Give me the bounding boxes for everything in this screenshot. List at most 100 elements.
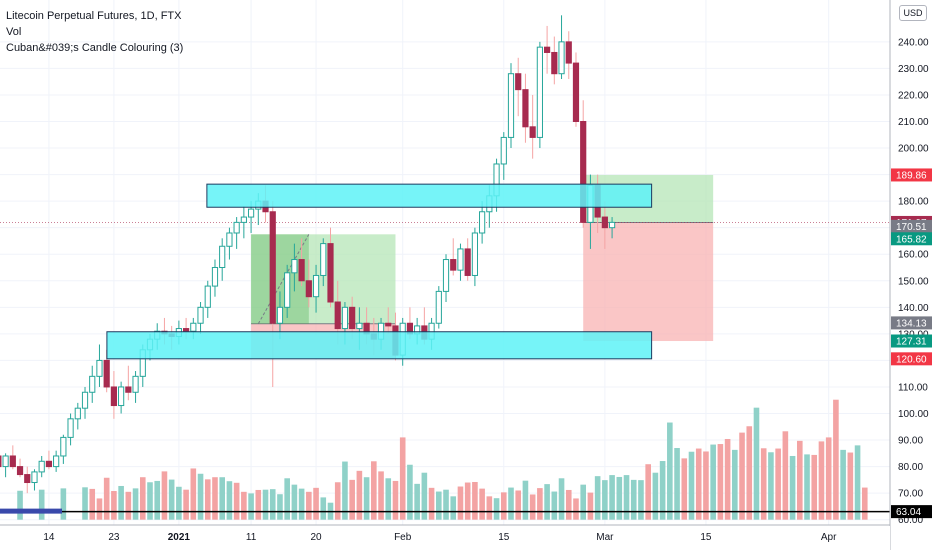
price-tick: 90.00 <box>898 436 923 447</box>
candle-body <box>204 285 211 308</box>
candle-body <box>190 322 197 332</box>
volume-bar <box>436 491 442 520</box>
volume-bar <box>147 482 153 520</box>
price-label: 170.51 <box>896 222 927 233</box>
price-tick: 180.00 <box>898 197 929 208</box>
candle-body <box>226 232 233 247</box>
volume-bar <box>82 487 88 520</box>
volume-bar <box>659 461 666 520</box>
candle-body <box>327 243 334 303</box>
volume-bar <box>38 489 45 520</box>
candle-body <box>276 306 284 324</box>
volume-bar <box>500 492 507 520</box>
volume-bar <box>703 451 709 520</box>
sr-box <box>106 331 653 360</box>
volume-bar <box>652 472 659 520</box>
candle-body <box>247 208 255 218</box>
price-tick: 80.00 <box>898 462 923 473</box>
candle-body <box>558 41 565 75</box>
volume-bar <box>630 479 637 520</box>
price-label-bg <box>891 334 932 348</box>
volume-bar <box>529 494 536 520</box>
volume-bar <box>580 484 586 520</box>
volume-bar <box>428 487 435 520</box>
volume-bar <box>89 488 96 520</box>
legend-indicator[interactable]: Cuban&#039;s Candle Colouring (3) <box>6 42 184 54</box>
volume-bar <box>284 478 290 520</box>
price-tick: 140.00 <box>898 303 929 314</box>
stop-zone <box>583 222 714 342</box>
candle-body <box>211 267 219 287</box>
volume-bar <box>847 452 854 520</box>
volume-bar <box>154 480 161 520</box>
time-tick: 14 <box>43 532 55 543</box>
volume-bar <box>667 422 673 520</box>
volume-bar <box>111 491 117 520</box>
price-tick: 160.00 <box>898 250 929 261</box>
candle-body <box>450 259 457 271</box>
volume-bar <box>313 487 319 520</box>
candle-body <box>435 290 442 324</box>
volume-bar <box>183 489 189 520</box>
candle-body <box>515 73 522 91</box>
volume-bar <box>342 461 348 520</box>
candle-body <box>479 211 486 234</box>
candles <box>0 15 616 494</box>
volume-bar <box>739 432 745 520</box>
candle-body <box>125 386 132 393</box>
candle-body <box>0 455 2 468</box>
legend-title[interactable]: Litecoin Perpetual Futures, 1D, FTX <box>6 10 182 22</box>
volume-bar <box>782 431 789 520</box>
currency-button[interactable]: USD <box>899 5 927 21</box>
candle-body <box>580 120 587 223</box>
volume-bar <box>226 481 233 520</box>
volume-bar <box>269 489 276 520</box>
time-tick: Apr <box>821 532 837 543</box>
candle-body <box>305 280 312 298</box>
price-label-bg <box>891 352 932 366</box>
volume-bar <box>349 479 355 520</box>
price-label-bg <box>891 168 932 182</box>
volume-bar <box>255 489 262 520</box>
volume-bar <box>573 498 579 520</box>
candle-body <box>9 455 16 468</box>
volume-bar <box>356 470 363 520</box>
candle-body <box>103 359 110 388</box>
volume-bar <box>385 478 392 520</box>
candle-body <box>291 259 298 274</box>
volume-bar <box>60 488 67 520</box>
volume-bar <box>190 468 197 520</box>
price-labels: 189.86171.9711:38170.51165.82134.13127.3… <box>891 168 932 519</box>
price-label: 127.31 <box>896 337 927 348</box>
volume-bar <box>241 491 247 520</box>
time-axis: 14 23 2021 11 20 Feb 15 Mar 15 Apr <box>0 524 890 550</box>
volume-bar <box>248 493 254 520</box>
candle-body <box>110 386 118 407</box>
price-tick: 230.00 <box>898 64 929 75</box>
volume-bar <box>537 488 543 520</box>
volume-bar <box>493 498 500 520</box>
candle-body <box>233 221 240 234</box>
volume-bar <box>17 490 23 520</box>
volume-bar <box>602 480 608 520</box>
price-tick: 200.00 <box>898 144 929 155</box>
volume-bar <box>688 451 695 520</box>
volume-bar <box>797 440 803 520</box>
price-tick: 110.00 <box>898 382 928 393</box>
candle-body <box>464 248 471 276</box>
volume-bar <box>609 475 615 520</box>
price-tick: 210.00 <box>898 117 929 128</box>
legend-vol[interactable]: Vol <box>6 26 22 38</box>
volume-bar <box>262 489 269 520</box>
volume-bar <box>753 407 760 520</box>
candle-body <box>334 301 341 330</box>
volume-bar <box>789 455 796 520</box>
annotation-boxes <box>0 183 890 514</box>
price-label: 63.04 <box>896 507 921 518</box>
volume-bar <box>565 489 572 520</box>
candle-body <box>74 407 81 420</box>
volume-bar <box>587 492 594 520</box>
candle-body <box>269 211 276 324</box>
